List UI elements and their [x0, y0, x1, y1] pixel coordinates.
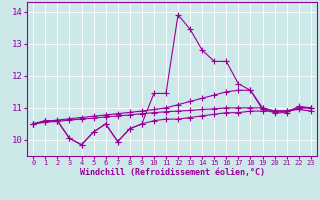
X-axis label: Windchill (Refroidissement éolien,°C): Windchill (Refroidissement éolien,°C) — [79, 168, 265, 177]
